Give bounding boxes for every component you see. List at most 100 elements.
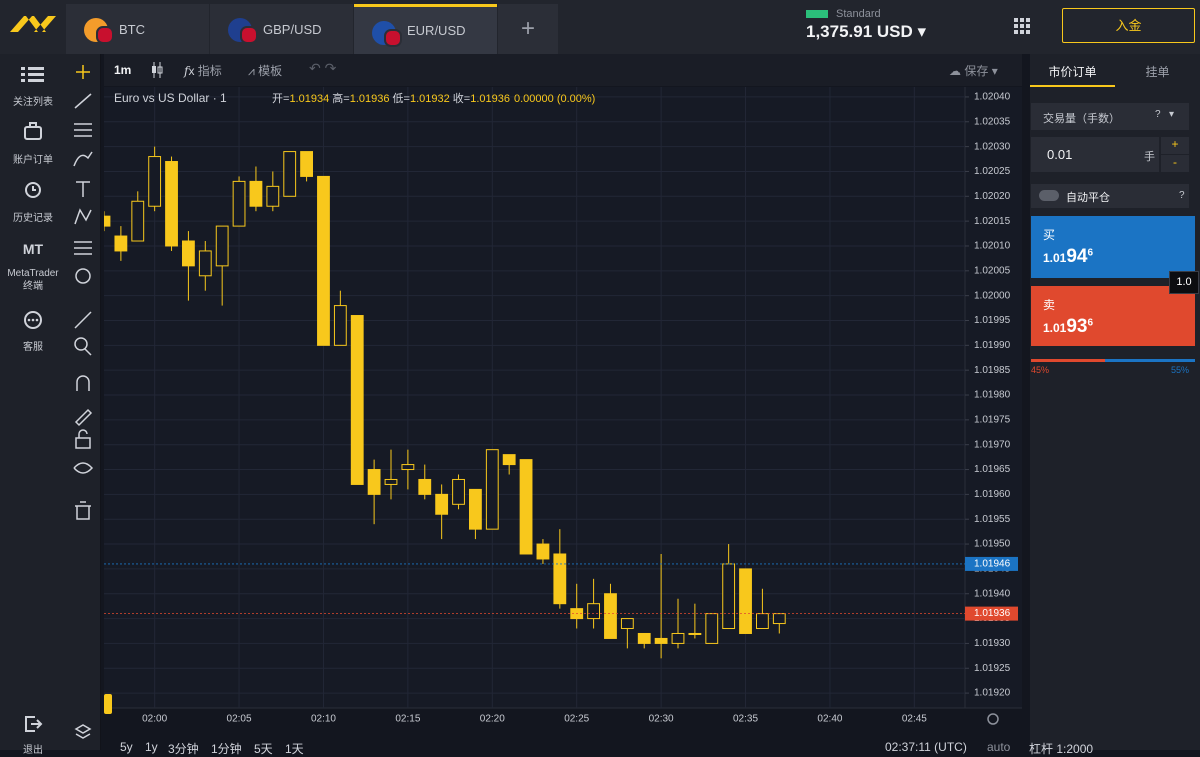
candle-body bbox=[266, 185, 280, 207]
candle-body bbox=[367, 469, 381, 495]
candle-body bbox=[469, 488, 482, 530]
candle-body bbox=[688, 632, 702, 635]
account-type-text: Standard bbox=[836, 8, 881, 20]
volume-value: 0.01 bbox=[1047, 147, 1073, 162]
tab-label: EUR/USD bbox=[407, 23, 466, 38]
price-marker-label: 1.01936 bbox=[974, 608, 1011, 619]
sell-price: 1.01936 bbox=[1043, 316, 1093, 338]
legend-value: 1.01934 bbox=[289, 93, 329, 105]
range[interactable]: 1分钟 bbox=[211, 742, 242, 756]
add-tab[interactable]: + bbox=[498, 4, 558, 54]
scale[interactable]: auto bbox=[987, 740, 1011, 754]
tab[interactable]: BTC bbox=[66, 4, 209, 54]
sell-button[interactable]: 卖 1.01936 bbox=[1031, 286, 1195, 346]
templates[interactable]: ⩘ 模板 bbox=[248, 64, 283, 78]
candle-body bbox=[553, 553, 567, 605]
candle-body bbox=[384, 478, 398, 485]
chart-toolbar: 1m fx 指标 ⩘ 模板 ↶ ↷ ☁ 保存 ▾ bbox=[104, 54, 1022, 86]
footer: 5y 1y 3分钟 1分钟 5天 1天 02:37:11 (UTC) auto … bbox=[104, 736, 1200, 756]
y-tick-label: 1.01965 bbox=[974, 464, 1011, 475]
range[interactable]: 5天 bbox=[254, 742, 273, 756]
y-tick-label: 1.02030 bbox=[974, 141, 1011, 152]
dropdown-arrow: ▾ bbox=[1169, 109, 1175, 120]
sentiment-sell bbox=[1031, 359, 1105, 362]
volume-input[interactable]: 0.01 手 bbox=[1031, 137, 1159, 172]
help-icon[interactable]: ? bbox=[1155, 109, 1161, 120]
save[interactable]: ☁ 保存 ▾ bbox=[949, 64, 998, 78]
range[interactable]: 1天 bbox=[285, 742, 304, 756]
candle-body bbox=[604, 593, 617, 639]
y-tick-label: 1.01985 bbox=[974, 365, 1011, 376]
price-pip: 6 bbox=[1087, 247, 1094, 259]
candle-body bbox=[401, 464, 415, 471]
order-tab[interactable]: 挂单 bbox=[1145, 65, 1170, 79]
x-tick-label: 02:40 bbox=[817, 714, 842, 725]
sentiment-buy-label: 55% bbox=[1171, 365, 1190, 375]
y-axis-area bbox=[965, 87, 1022, 708]
candle-body bbox=[536, 543, 550, 560]
order-tab[interactable]: 市价订单 bbox=[1030, 54, 1115, 87]
sidebar-item[interactable]: 账户订单 bbox=[13, 155, 53, 166]
y-tick-label: 1.01920 bbox=[974, 688, 1011, 699]
y-tick-label: 1.01960 bbox=[974, 489, 1011, 500]
y-tick-label: 1.02025 bbox=[974, 166, 1011, 177]
balance[interactable]: 1,375.91 USD ▾ bbox=[806, 22, 927, 41]
leverage: 杠杆 1:2000 bbox=[1029, 742, 1094, 756]
legend-label: 收= bbox=[453, 91, 470, 105]
candle-body bbox=[452, 478, 465, 505]
tab[interactable]: GBP/USD bbox=[210, 4, 353, 54]
x-tick-label: 02:05 bbox=[227, 714, 252, 725]
indicators[interactable]: fx 指标 bbox=[184, 64, 222, 78]
y-tick-label: 1.02015 bbox=[974, 216, 1011, 227]
range[interactable]: 3分钟 bbox=[168, 742, 199, 756]
volume-label: 交易量（手数） bbox=[1043, 113, 1120, 125]
icon bbox=[24, 122, 42, 140]
sidebar-item[interactable]: 客服 bbox=[23, 342, 43, 353]
candle-body bbox=[215, 225, 229, 267]
candle-body bbox=[435, 493, 449, 515]
sidebar-item[interactable]: MetaTrader 终端 bbox=[7, 268, 59, 292]
y-tick-label: 1.01975 bbox=[974, 414, 1011, 425]
candles bbox=[104, 146, 965, 659]
axes: 1.019201.019251.019301.019351.019401.019… bbox=[142, 92, 1018, 725]
volume-select[interactable]: 交易量（手数） ? ▾ bbox=[1031, 103, 1189, 130]
range[interactable]: 1y bbox=[145, 740, 158, 754]
candle-icon[interactable] bbox=[150, 62, 164, 78]
deposit-button[interactable]: 入金 bbox=[1062, 8, 1195, 43]
tool-icons bbox=[73, 65, 94, 739]
interval[interactable]: 1m bbox=[114, 63, 132, 77]
buy-button[interactable]: 买 1.01946 bbox=[1031, 216, 1195, 278]
legend-change: 0.00000 (0.00%) bbox=[514, 93, 595, 105]
candle-body bbox=[114, 235, 128, 252]
candle-body bbox=[232, 180, 246, 227]
price-marker bbox=[965, 606, 1018, 621]
sidebar-item[interactable]: 关注列表 bbox=[13, 97, 53, 108]
y-tick-label: 1.01990 bbox=[974, 340, 1011, 351]
account-type: Standard bbox=[806, 8, 881, 20]
price-big: 93 bbox=[1066, 316, 1088, 337]
help-icon[interactable]: ? bbox=[1179, 190, 1185, 201]
icon bbox=[25, 182, 41, 198]
undo-redo[interactable]: ↶ ↷ bbox=[309, 60, 337, 76]
apps-icon[interactable] bbox=[1014, 18, 1030, 34]
legend-label: 低= bbox=[393, 92, 410, 105]
plus-button[interactable]: + bbox=[1161, 137, 1189, 154]
x-tick-label: 02:00 bbox=[142, 714, 167, 725]
buy-label: 买 bbox=[1043, 228, 1056, 242]
y-tick-label: 1.01950 bbox=[974, 539, 1011, 550]
y-tick-label: 1.01925 bbox=[974, 663, 1011, 674]
scroll-handle[interactable] bbox=[104, 694, 112, 714]
candle-body bbox=[739, 568, 752, 634]
legend-value: 1.01936 bbox=[350, 93, 390, 105]
candle-body bbox=[772, 613, 786, 625]
candle-body bbox=[104, 215, 111, 227]
sidebar-item[interactable]: 历史记录 bbox=[13, 213, 53, 224]
tab[interactable]: EUR/USD bbox=[354, 4, 497, 54]
minus-button[interactable]: - bbox=[1161, 155, 1189, 172]
settings-icon[interactable] bbox=[987, 713, 999, 725]
y-tick-label: 1.01930 bbox=[974, 638, 1011, 649]
range[interactable]: 5y bbox=[120, 740, 133, 754]
toggle[interactable] bbox=[1039, 190, 1059, 201]
candle-body bbox=[485, 449, 499, 530]
y-tick-label: 1.02020 bbox=[974, 191, 1011, 202]
